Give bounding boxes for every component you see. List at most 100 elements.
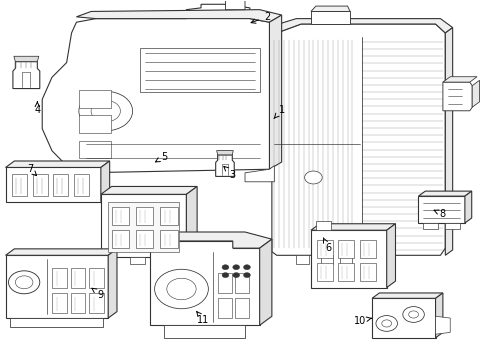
Bar: [218, 273, 232, 293]
Polygon shape: [316, 221, 331, 230]
Circle shape: [222, 265, 229, 270]
Bar: [360, 240, 376, 258]
Circle shape: [167, 278, 196, 300]
Polygon shape: [311, 12, 350, 24]
Polygon shape: [47, 166, 86, 180]
Circle shape: [409, 311, 418, 318]
Polygon shape: [79, 140, 111, 158]
Polygon shape: [5, 255, 108, 318]
Polygon shape: [217, 150, 233, 155]
Polygon shape: [14, 56, 39, 62]
Bar: [71, 268, 85, 288]
Bar: [235, 273, 249, 293]
Polygon shape: [5, 161, 110, 167]
Polygon shape: [270, 15, 282, 169]
Circle shape: [376, 316, 397, 331]
Polygon shape: [443, 82, 472, 111]
Polygon shape: [418, 191, 472, 196]
Circle shape: [244, 273, 250, 278]
Circle shape: [79, 91, 133, 131]
Bar: [338, 240, 354, 258]
Polygon shape: [162, 232, 272, 248]
Text: 10: 10: [354, 316, 371, 325]
Text: 3: 3: [224, 166, 236, 180]
Circle shape: [233, 265, 240, 270]
Polygon shape: [150, 241, 260, 325]
Text: 5: 5: [155, 152, 168, 162]
Polygon shape: [296, 255, 309, 264]
Polygon shape: [372, 293, 443, 298]
Bar: [71, 293, 85, 313]
Bar: [52, 293, 67, 313]
Polygon shape: [267, 19, 453, 33]
Polygon shape: [372, 298, 436, 338]
Polygon shape: [311, 6, 350, 12]
Circle shape: [233, 273, 240, 278]
Polygon shape: [216, 155, 234, 176]
Circle shape: [15, 276, 33, 289]
Polygon shape: [5, 167, 101, 202]
Polygon shape: [140, 48, 260, 92]
Text: 7: 7: [27, 164, 37, 176]
Polygon shape: [108, 202, 179, 252]
Circle shape: [382, 320, 392, 327]
Bar: [235, 298, 249, 318]
Polygon shape: [465, 191, 472, 223]
Polygon shape: [186, 186, 197, 257]
Polygon shape: [225, 0, 245, 10]
Bar: [53, 174, 68, 196]
Polygon shape: [418, 196, 465, 223]
Bar: [160, 230, 177, 248]
Text: 8: 8: [434, 209, 446, 219]
Polygon shape: [79, 116, 111, 134]
Circle shape: [155, 269, 208, 309]
Polygon shape: [101, 161, 110, 202]
Text: 6: 6: [323, 238, 331, 253]
Polygon shape: [340, 255, 352, 264]
Polygon shape: [101, 186, 197, 194]
Circle shape: [403, 307, 424, 322]
Polygon shape: [101, 194, 186, 257]
Polygon shape: [164, 325, 245, 338]
Polygon shape: [443, 77, 477, 82]
Text: 1: 1: [274, 105, 285, 118]
Bar: [12, 174, 27, 196]
Polygon shape: [130, 257, 145, 264]
Bar: [112, 230, 129, 248]
Circle shape: [91, 100, 121, 122]
Bar: [317, 240, 333, 258]
Bar: [338, 263, 354, 281]
Polygon shape: [272, 24, 445, 255]
Polygon shape: [387, 224, 395, 288]
Bar: [74, 174, 89, 196]
Text: 2: 2: [251, 12, 270, 23]
Polygon shape: [10, 318, 103, 327]
Bar: [136, 230, 153, 248]
Bar: [33, 174, 48, 196]
Polygon shape: [245, 166, 274, 182]
Bar: [89, 293, 104, 313]
Bar: [360, 263, 376, 281]
Bar: [317, 263, 333, 281]
Bar: [112, 207, 129, 225]
Polygon shape: [472, 80, 480, 107]
Polygon shape: [5, 249, 117, 255]
Circle shape: [222, 273, 229, 278]
Bar: [160, 207, 177, 225]
Polygon shape: [260, 239, 272, 325]
Polygon shape: [321, 255, 333, 264]
Polygon shape: [13, 62, 40, 89]
Bar: [136, 207, 153, 225]
Text: 4: 4: [34, 102, 40, 115]
Polygon shape: [436, 316, 450, 334]
Polygon shape: [79, 90, 111, 108]
Circle shape: [244, 265, 250, 270]
Polygon shape: [423, 223, 438, 229]
Polygon shape: [311, 224, 395, 230]
Polygon shape: [436, 293, 443, 338]
Polygon shape: [445, 28, 453, 255]
Text: 11: 11: [197, 312, 210, 325]
Bar: [89, 268, 104, 288]
Circle shape: [305, 171, 322, 184]
Bar: [218, 298, 232, 318]
